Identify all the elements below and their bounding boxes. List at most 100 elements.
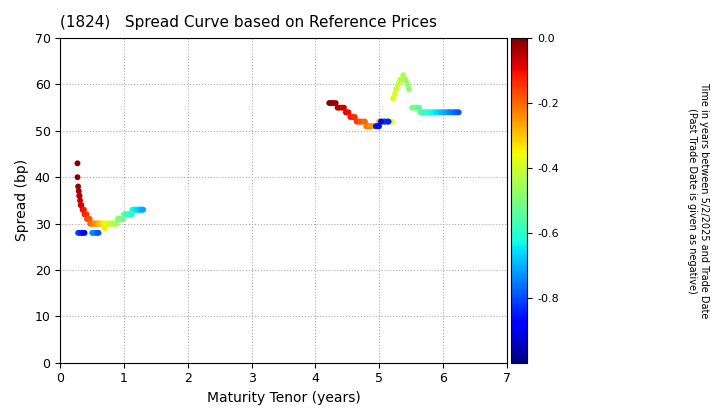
Point [410, 104, 422, 111]
Point [77, 229, 89, 236]
Point [106, 220, 117, 227]
Point [381, 118, 392, 125]
Point [122, 211, 133, 218]
Point [97, 220, 109, 227]
Text: (1824)   Spread Curve based on Reference Prices: (1824) Spread Curve based on Reference P… [60, 15, 437, 30]
Point [412, 104, 423, 111]
Point [375, 118, 387, 125]
Point [374, 118, 386, 125]
Point [439, 109, 451, 116]
Point [361, 123, 372, 130]
Point [77, 206, 89, 213]
Point [94, 220, 106, 227]
Point [84, 215, 95, 222]
Point [109, 220, 120, 227]
Point [73, 229, 84, 236]
Point [417, 109, 428, 116]
Point [73, 192, 85, 199]
Point [134, 206, 145, 213]
Point [415, 109, 426, 116]
Point [370, 123, 382, 130]
Point [408, 104, 420, 111]
Point [126, 211, 138, 218]
Point [93, 220, 104, 227]
Point [115, 215, 127, 222]
Point [372, 123, 384, 130]
Point [421, 109, 433, 116]
Point [451, 109, 463, 116]
Point [96, 220, 107, 227]
Point [373, 123, 384, 130]
Point [104, 220, 115, 227]
Point [429, 109, 441, 116]
Point [113, 215, 125, 222]
Point [379, 118, 391, 125]
Point [437, 109, 449, 116]
Point [123, 211, 135, 218]
Point [368, 123, 379, 130]
Point [450, 109, 462, 116]
Point [340, 109, 351, 116]
Point [130, 206, 141, 213]
Point [136, 206, 148, 213]
Point [112, 215, 123, 222]
Point [356, 118, 367, 125]
Point [131, 206, 143, 213]
Point [94, 220, 106, 227]
Point [424, 109, 436, 116]
Point [85, 220, 96, 227]
Point [449, 109, 460, 116]
Point [84, 220, 96, 227]
Point [392, 81, 404, 88]
Point [330, 100, 341, 106]
Point [348, 113, 359, 120]
Point [86, 229, 98, 236]
Point [377, 118, 388, 125]
Point [440, 109, 451, 116]
Point [89, 220, 101, 227]
Point [86, 220, 98, 227]
Point [76, 202, 87, 208]
Point [336, 104, 348, 111]
Point [402, 81, 413, 88]
Point [419, 109, 431, 116]
Point [99, 225, 111, 231]
Point [117, 215, 128, 222]
Point [365, 123, 377, 130]
Point [338, 104, 350, 111]
Point [345, 113, 356, 120]
Point [93, 229, 104, 236]
Point [446, 109, 458, 116]
Point [73, 229, 85, 236]
Point [413, 104, 425, 111]
Point [84, 215, 95, 222]
Y-axis label: Time in years between 5/2/2025 and Trade Date
(Past Trade Date is given as negat: Time in years between 5/2/2025 and Trade… [687, 82, 708, 319]
Point [91, 220, 103, 227]
Point [89, 220, 100, 227]
Point [111, 220, 122, 227]
Point [373, 118, 384, 125]
Point [107, 220, 118, 227]
Point [383, 118, 395, 125]
Point [80, 211, 91, 218]
Point [83, 215, 94, 222]
Point [91, 229, 103, 236]
Point [357, 118, 369, 125]
Point [102, 220, 114, 227]
Point [384, 118, 395, 125]
Point [400, 76, 412, 83]
Point [351, 118, 362, 125]
Point [98, 220, 109, 227]
Point [93, 220, 104, 227]
Point [349, 113, 361, 120]
Point [135, 206, 147, 213]
Point [445, 109, 456, 116]
Point [378, 118, 390, 125]
Point [395, 76, 407, 83]
Point [403, 86, 415, 92]
Point [122, 211, 134, 218]
Point [78, 211, 90, 218]
Point [89, 229, 101, 236]
Point [426, 109, 438, 116]
Point [377, 118, 388, 125]
